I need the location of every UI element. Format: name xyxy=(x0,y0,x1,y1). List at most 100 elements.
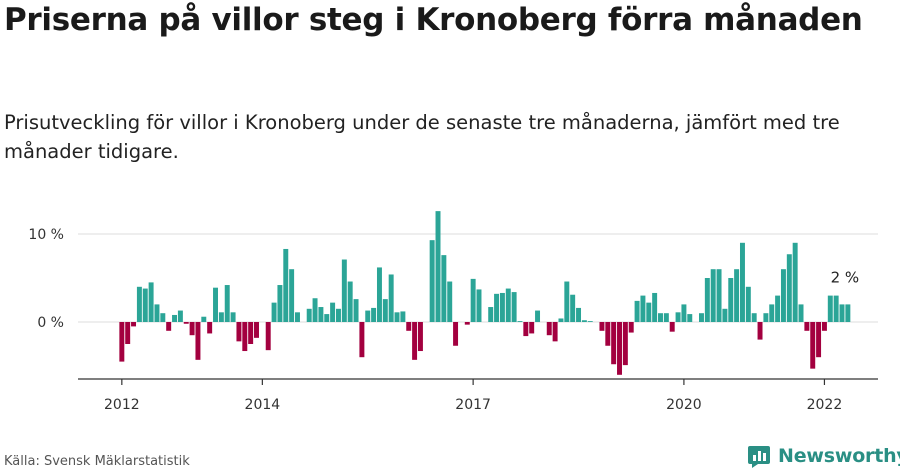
bar xyxy=(447,281,453,322)
bar xyxy=(207,322,213,334)
bar xyxy=(763,313,769,322)
bar xyxy=(230,312,236,322)
bar xyxy=(295,312,300,322)
bar xyxy=(798,304,804,322)
bar xyxy=(523,322,529,337)
bar xyxy=(453,322,459,346)
bar xyxy=(406,322,412,331)
bar xyxy=(412,322,418,360)
newsworthy-logo-icon xyxy=(748,446,770,468)
bar xyxy=(564,281,570,322)
bar xyxy=(195,322,201,360)
bar xyxy=(382,299,388,322)
bar xyxy=(154,304,160,322)
bar xyxy=(177,310,183,322)
bar xyxy=(388,274,394,322)
x-tick-label: 2022 xyxy=(807,397,843,413)
x-tick-label: 2017 xyxy=(455,397,491,413)
bar xyxy=(353,299,359,322)
bar xyxy=(435,211,441,322)
bar xyxy=(289,269,295,322)
bar xyxy=(248,322,254,344)
bar xyxy=(804,322,810,331)
bar xyxy=(529,322,535,334)
bar xyxy=(780,269,786,322)
source-credit: Källa: Svensk Mäklarstatistik xyxy=(4,454,190,469)
bar xyxy=(734,269,740,322)
bar xyxy=(810,322,816,369)
bar xyxy=(494,293,500,322)
bar xyxy=(546,322,552,336)
bar xyxy=(224,285,230,322)
x-tick-label: 2020 xyxy=(666,397,702,413)
bar xyxy=(417,322,423,352)
bar xyxy=(359,322,365,358)
bar xyxy=(704,278,710,322)
bar xyxy=(517,321,523,322)
bar xyxy=(347,281,353,322)
bar xyxy=(570,294,576,322)
bar xyxy=(429,240,435,322)
x-tick-label: 2012 xyxy=(104,397,140,413)
bar xyxy=(172,314,178,322)
y-tick-label: 10 % xyxy=(28,227,64,243)
bar xyxy=(681,304,687,322)
bar xyxy=(470,278,476,322)
bar xyxy=(769,304,775,322)
bar xyxy=(166,322,172,331)
bar xyxy=(617,322,622,375)
x-axis xyxy=(78,378,878,385)
bar xyxy=(710,269,716,322)
bar xyxy=(218,312,224,322)
bar xyxy=(722,308,728,322)
bar xyxy=(441,255,447,322)
bar xyxy=(183,322,189,324)
page-subtitle: Prisutveckling för villor i Kronoberg un… xyxy=(4,111,840,163)
bar xyxy=(739,242,745,322)
bar xyxy=(464,322,470,325)
bar xyxy=(499,292,505,322)
price-change-chart: 0 % 10 % 2012 2014 2017 2020 2022 2 % xyxy=(28,211,878,413)
bar xyxy=(833,295,839,322)
last-value-label: 2 % xyxy=(831,268,860,286)
bar xyxy=(751,313,757,322)
bar xyxy=(622,322,628,366)
bar xyxy=(652,292,658,322)
bar xyxy=(365,310,371,322)
bar xyxy=(142,288,148,322)
bar xyxy=(605,322,611,346)
y-tick-label: 0 % xyxy=(37,315,64,331)
page-title: Priserna på villor steg i Kronoberg förr… xyxy=(4,2,863,38)
bar xyxy=(821,322,827,331)
bar xyxy=(675,312,681,322)
bar xyxy=(371,307,377,322)
bar xyxy=(699,313,704,322)
bar xyxy=(599,322,605,331)
bar xyxy=(827,295,833,322)
bar xyxy=(687,314,693,322)
bar xyxy=(628,322,634,333)
bar xyxy=(400,311,406,322)
chart-labels: 0 % 10 % 2012 2014 2017 2020 2022 2 % xyxy=(28,227,859,413)
bar xyxy=(335,308,341,322)
bar xyxy=(213,287,218,322)
bar xyxy=(816,322,822,358)
bar xyxy=(728,278,734,322)
bar xyxy=(312,298,318,322)
bar xyxy=(745,286,751,322)
bar xyxy=(505,288,511,322)
bar xyxy=(476,289,482,322)
bar xyxy=(839,304,845,322)
bar xyxy=(845,304,851,322)
bar xyxy=(716,269,722,322)
bar xyxy=(576,307,582,322)
bar xyxy=(265,322,271,351)
bar xyxy=(581,320,587,322)
bar xyxy=(552,322,558,342)
bar xyxy=(277,285,283,322)
bar xyxy=(669,322,675,332)
bar xyxy=(535,310,541,322)
brand-logo: Newsworthy xyxy=(746,441,900,471)
x-tick-label: 2014 xyxy=(245,397,281,413)
bar xyxy=(271,302,277,322)
